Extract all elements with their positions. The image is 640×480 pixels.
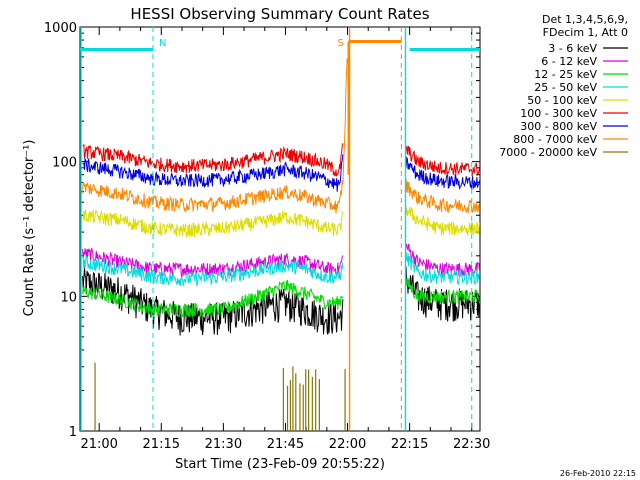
plot-layer: 1 10 100 1000 21:00 21:15 21:30 21:45 22:00 22:15… <box>44 21 491 452</box>
legend-header-line: Det 1,3,4,5,6,9, <box>542 13 628 26</box>
y-tick-label: 1 <box>69 425 77 440</box>
x-tick-label: 21:45 <box>267 437 304 452</box>
y-tick-label: 1000 <box>44 21 77 36</box>
plot-frame <box>79 26 481 432</box>
legend-entry-label: 12 - 25 keV <box>534 68 597 81</box>
footer-date: 26-Feb-2010 22:15 <box>560 469 636 478</box>
y-tick-label: 10 <box>60 290 77 305</box>
legend-entry-label: 6 - 12 keV <box>541 55 597 68</box>
x-tick-label: 22:15 <box>391 437 428 452</box>
state-marker-label: N <box>159 38 166 49</box>
legend-entry-label: 25 - 50 keV <box>534 81 597 94</box>
legend-entry-label: 100 - 300 keV <box>520 107 597 120</box>
series-line <box>82 277 480 318</box>
series-line <box>82 243 480 278</box>
series-line <box>82 203 480 238</box>
legend-entry-label: 7000 - 20000 keV <box>499 146 597 159</box>
state-marker-label: S <box>338 38 344 49</box>
y-tick-label: 100 <box>52 156 77 171</box>
x-tick-label: 21:15 <box>143 437 180 452</box>
x-tick-label: 21:30 <box>205 437 242 452</box>
legend-entry-label: 3 - 6 keV <box>548 42 597 55</box>
legend-entry-label: 300 - 800 keV <box>520 120 597 133</box>
y-axis-label: Count Rate (s⁻¹ detector⁻¹) <box>22 140 37 317</box>
x-tick-label: 22:00 <box>329 437 366 452</box>
x-axis-label: Start Time (23-Feb-09 20:55:22) <box>175 457 385 472</box>
legend-entry-label: 50 - 100 keV <box>527 94 597 107</box>
legend-entry-label: 800 - 7000 keV <box>513 133 597 146</box>
series-line <box>82 143 480 177</box>
chart-title: HESSI Observing Summary Count Rates <box>130 5 429 23</box>
series-line <box>82 58 480 214</box>
x-tick-label: 22:30 <box>453 437 490 452</box>
series-line <box>82 154 480 192</box>
legend: Det 1,3,4,5,6,9,FDecim 1, Att 0 3 - 6 keV… <box>499 13 628 159</box>
x-tick-label: 21:00 <box>80 437 117 452</box>
series-line <box>82 251 480 287</box>
legend-header-line: FDecim 1, Att 0 <box>543 26 628 39</box>
